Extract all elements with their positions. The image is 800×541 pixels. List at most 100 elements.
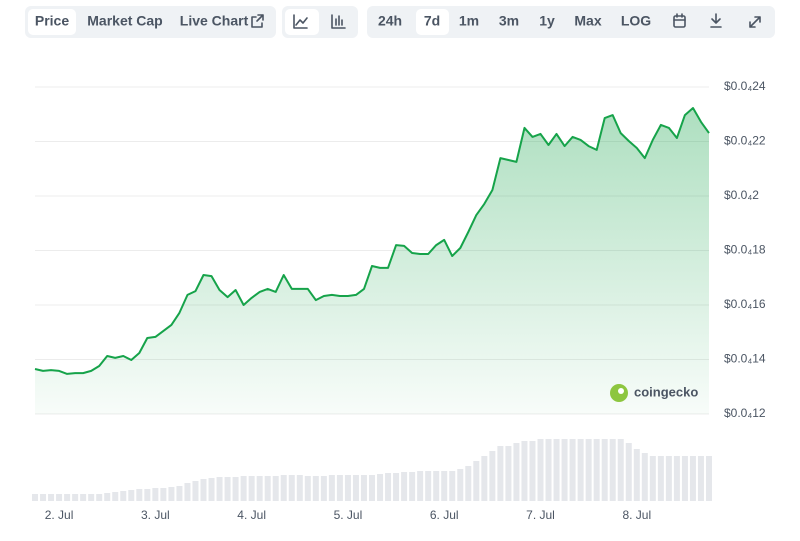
range-button[interactable]: LOG xyxy=(621,13,651,29)
volume-bar xyxy=(681,456,688,501)
x-tick-label: 2. Jul xyxy=(45,508,74,522)
volume-bar xyxy=(40,494,47,501)
y-tick-label: $0.0₄18 xyxy=(724,243,766,257)
y-tick-label: $0.0₄14 xyxy=(724,352,766,366)
volume-bar xyxy=(706,456,712,501)
volume-bar xyxy=(272,476,279,501)
range-button[interactable]: 7d xyxy=(424,13,440,29)
tab[interactable]: Price xyxy=(35,13,69,29)
volume-bar xyxy=(465,466,472,501)
x-tick-label: 5. Jul xyxy=(334,508,363,522)
volume-bar xyxy=(144,489,151,501)
volume-bar xyxy=(328,475,335,501)
volume-bar xyxy=(72,494,79,501)
tab-active-bg xyxy=(28,9,76,35)
external-link-icon xyxy=(251,14,264,28)
volume-bar xyxy=(577,439,584,501)
volume-bar xyxy=(369,475,375,501)
volume-bar xyxy=(360,475,367,501)
volume-bar xyxy=(689,456,696,501)
volume-bar xyxy=(497,446,504,501)
volume-bar xyxy=(128,490,135,501)
volume-bar xyxy=(96,494,103,501)
volume-bar xyxy=(529,441,536,501)
volume-bar xyxy=(120,491,127,501)
tab-group xyxy=(25,6,276,38)
volume-bar xyxy=(697,456,704,501)
volume-bar xyxy=(377,474,384,501)
calendar-icon[interactable] xyxy=(673,13,686,28)
range-button[interactable]: 1m xyxy=(459,13,479,29)
volume-bar xyxy=(513,443,520,501)
x-tick-label: 8. Jul xyxy=(622,508,651,522)
volume-bar xyxy=(288,475,295,501)
volume-bar xyxy=(449,471,456,501)
volume-bar xyxy=(280,475,287,501)
watermark: coingecko xyxy=(634,384,698,399)
download-icon[interactable] xyxy=(710,13,722,28)
price-area xyxy=(35,108,709,414)
fullscreen-icon[interactable] xyxy=(749,16,761,28)
volume-bar xyxy=(200,479,207,501)
tab[interactable]: Market Cap xyxy=(87,13,162,29)
volume-bar xyxy=(505,446,512,501)
volume-bar xyxy=(240,476,247,501)
volume-bar xyxy=(296,475,303,501)
volume-bar xyxy=(641,453,648,501)
volume-bar xyxy=(64,494,71,501)
volume-bar xyxy=(649,456,656,501)
volume-bar xyxy=(553,439,560,501)
volume-bar xyxy=(152,488,159,501)
range-button[interactable]: 1y xyxy=(539,13,555,29)
volume-bar xyxy=(409,472,416,501)
volume-bar xyxy=(232,477,239,501)
volume-bar xyxy=(48,494,55,501)
volume-bar xyxy=(433,471,440,501)
volume-bar xyxy=(136,489,143,501)
volume-bar xyxy=(168,487,175,501)
x-tick-label: 4. Jul xyxy=(237,508,266,522)
volume-bar xyxy=(593,439,600,501)
volume-bar xyxy=(320,476,327,501)
price-line xyxy=(34,107,710,375)
volume-bar xyxy=(216,477,223,501)
volume-bar xyxy=(80,494,87,501)
volume-bar xyxy=(489,451,496,501)
volume-bar xyxy=(625,443,632,501)
volume-bar xyxy=(32,494,38,501)
volume-bar xyxy=(665,456,672,501)
volume-bar xyxy=(176,486,183,501)
volume-bar xyxy=(312,476,319,501)
volume-bar xyxy=(112,492,119,501)
range-button[interactable]: Max xyxy=(574,13,601,29)
volume-bar xyxy=(481,456,488,501)
volume-bar xyxy=(537,439,544,501)
line-chart-icon[interactable] xyxy=(293,14,308,29)
volume-bar xyxy=(88,494,95,501)
y-tick-label: $0.0₄16 xyxy=(724,297,766,311)
volume-bar xyxy=(441,471,448,501)
volume-bar xyxy=(633,449,640,501)
volume-bar xyxy=(336,475,343,501)
range-button[interactable]: 3m xyxy=(499,13,519,29)
range-group xyxy=(367,6,775,38)
volume-bar xyxy=(521,441,528,501)
volume-bar xyxy=(561,439,568,501)
volume-bar xyxy=(601,439,608,501)
volume-bar xyxy=(248,476,255,501)
tab[interactable]: Live Chart xyxy=(180,13,249,29)
volume-bar xyxy=(673,456,680,501)
candle-chart-icon[interactable] xyxy=(331,14,346,29)
x-tick-label: 7. Jul xyxy=(526,508,555,522)
volume-bar xyxy=(417,471,424,501)
volume-bar xyxy=(385,473,392,501)
y-tick-label: $0.0₄12 xyxy=(724,406,766,420)
volume-bar xyxy=(617,439,624,501)
volume-bar xyxy=(304,476,311,501)
volume-bar xyxy=(657,456,664,501)
volume-bar xyxy=(224,477,231,501)
range-button[interactable]: 24h xyxy=(378,13,402,29)
volume-bar xyxy=(256,476,263,501)
